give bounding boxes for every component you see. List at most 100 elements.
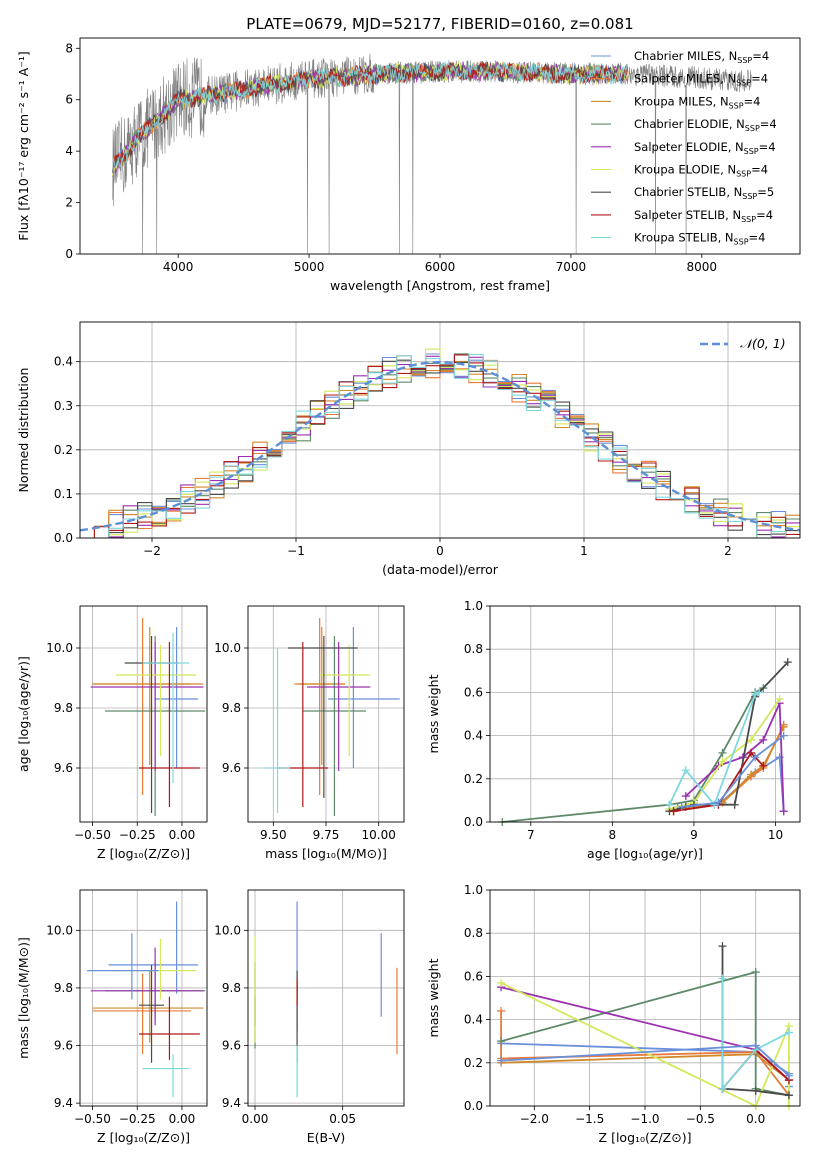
y-tick-label: 1.0 bbox=[464, 883, 483, 897]
y-tick-label: 0.0 bbox=[464, 1099, 483, 1113]
y-tick-label: 0.4 bbox=[464, 1013, 483, 1027]
y-tick-label: 9.6 bbox=[222, 1039, 241, 1053]
figure-title: PLATE=0679, MJD=52177, FIBERID=0160, z=0… bbox=[246, 15, 633, 33]
weight-marker bbox=[497, 1037, 506, 1046]
y-tick-label: 8 bbox=[65, 41, 73, 55]
weight-marker bbox=[730, 800, 739, 809]
y-tick-label: 0.0 bbox=[464, 815, 483, 829]
axes-frame bbox=[489, 889, 801, 1107]
weight-marker bbox=[669, 807, 678, 816]
legend-label: Chabrier STELIB, NSSP=5 bbox=[634, 185, 774, 201]
x-tick-label: 7000 bbox=[556, 260, 587, 274]
weight-marker bbox=[497, 1006, 506, 1015]
y-axis-label: age [log₁₀(age/yr)] bbox=[16, 656, 31, 772]
y-axis-label: mass [log₁₀(M/M⊙)] bbox=[16, 937, 31, 1059]
weight-marker bbox=[677, 802, 686, 811]
residuals-panel: −2 −1 0 1 2 0.0 0.1 0.2 0.3 0.4 (data-model)/error… bbox=[16, 321, 801, 577]
weight-marker bbox=[751, 753, 760, 762]
y-tick-label: 9.4 bbox=[54, 1096, 73, 1110]
y-tick-label: 10.0 bbox=[46, 641, 73, 655]
legend-label: 𝒩(0, 1) bbox=[740, 336, 786, 351]
legend-label: Kroupa STELIB, NSSP=4 bbox=[634, 231, 765, 247]
mass-vs-metallicity-panel: −0.50 −0.25 0.00 9.4 9.6 9.8 10.0 Z [log₁₀(Z/Z⊙… bbox=[16, 889, 208, 1145]
x-tick-label: 7 bbox=[527, 828, 535, 842]
legend-label: Salpeter ELODIE, NSSP=4 bbox=[634, 140, 776, 156]
weight-marker bbox=[718, 748, 727, 757]
x-tick-label: −0.50 bbox=[74, 828, 111, 842]
mass-weight-vs-metallicity-panel: −2.0 −1.5 −1.0 −0.5 0.0 0.0 0.2 0.4 0.6 0.8 1.0 Z [… bbox=[426, 883, 801, 1145]
y-axis-label: mass weight bbox=[426, 674, 441, 753]
weight-marker bbox=[759, 761, 768, 770]
y-tick-label: 0.1 bbox=[54, 487, 73, 501]
errorbars bbox=[254, 901, 398, 1098]
y-tick-label: 9.8 bbox=[222, 981, 241, 995]
age-vs-mass-panel: 9.50 9.75 10.00 9.6 9.8 10.0 mass [log₁₀(M/M⊙)… bbox=[214, 605, 405, 861]
weight-marker bbox=[779, 731, 788, 740]
axes-frame bbox=[247, 889, 405, 1107]
weight-marker bbox=[718, 757, 727, 766]
mass-weight-vs-age-panel: 7 8 9 10 0.0 0.2 0.4 0.6 0.8 1.0 age [log₁₀(age/yr… bbox=[426, 599, 801, 861]
weight-marker bbox=[681, 792, 690, 801]
y-tick-label: 0.2 bbox=[54, 443, 73, 457]
weight-marker bbox=[783, 658, 792, 667]
legend-label: Kroupa MILES, NSSP=4 bbox=[634, 94, 760, 110]
weight-marker bbox=[751, 1041, 760, 1050]
x-axis-label: Z [log₁₀(Z/Z⊙)] bbox=[599, 1130, 692, 1145]
y-tick-label: 4 bbox=[65, 144, 73, 158]
x-tick-label: −2.0 bbox=[520, 1112, 549, 1126]
x-tick-label: −0.50 bbox=[74, 1112, 111, 1126]
x-axis-label: E(B-V) bbox=[307, 1130, 346, 1145]
weight-line bbox=[673, 751, 764, 813]
y-tick-label: 0.6 bbox=[464, 685, 483, 699]
x-tick-label: 10 bbox=[768, 828, 783, 842]
y-tick-label: 0.8 bbox=[464, 926, 483, 940]
axes-frame bbox=[79, 37, 801, 255]
errorbars bbox=[264, 618, 400, 816]
x-tick-label: 9 bbox=[690, 828, 698, 842]
weight-marker bbox=[775, 694, 784, 703]
x-tick-label: −0.25 bbox=[119, 828, 156, 842]
y-tick-label: 9.6 bbox=[54, 761, 73, 775]
axes-frame bbox=[79, 889, 208, 1107]
weight-line bbox=[500, 970, 790, 1097]
y-tick-label: 1.0 bbox=[464, 599, 483, 613]
x-tick-label: 4000 bbox=[163, 260, 194, 274]
weight-marker bbox=[497, 1056, 506, 1065]
legend-label: Chabrier ELODIE, NSSP=4 bbox=[634, 117, 777, 133]
x-tick-label: 10.00 bbox=[362, 828, 396, 842]
weight-marker bbox=[747, 735, 756, 744]
x-tick-label: 5000 bbox=[294, 260, 325, 274]
gaussian-curve bbox=[80, 360, 800, 532]
y-tick-label: 9.6 bbox=[222, 761, 241, 775]
x-tick-label: −0.5 bbox=[686, 1112, 715, 1126]
y-tick-label: 9.6 bbox=[54, 1039, 73, 1053]
x-tick-label: 1 bbox=[580, 544, 588, 558]
axes-frame bbox=[489, 605, 801, 823]
weight-marker bbox=[681, 766, 690, 775]
y-tick-label: 9.8 bbox=[54, 981, 73, 995]
y-tick-label: 0.2 bbox=[464, 772, 483, 786]
x-axis-label: mass [log₁₀(M/M⊙)] bbox=[265, 846, 387, 861]
weight-line bbox=[721, 978, 790, 1092]
x-axis-label: Z [log₁₀(Z/Z⊙)] bbox=[97, 1130, 190, 1145]
weight-marker bbox=[747, 770, 756, 779]
weight-line bbox=[502, 687, 764, 823]
y-tick-label: 10.0 bbox=[46, 923, 73, 937]
mass-vs-ebv-panel: 0.00 0.05 9.4 9.6 9.8 10.0 E(B-V) bbox=[214, 889, 405, 1145]
y-tick-label: 0 bbox=[65, 247, 73, 261]
y-tick-label: 6 bbox=[65, 93, 73, 107]
x-tick-label: −2 bbox=[143, 544, 161, 558]
weight-marker bbox=[779, 807, 788, 816]
x-tick-label: 6000 bbox=[425, 260, 456, 274]
y-tick-label: 9.8 bbox=[54, 701, 73, 715]
axes-frame bbox=[79, 321, 801, 539]
weight-marker bbox=[784, 1091, 793, 1100]
residual-histogram bbox=[80, 353, 800, 538]
y-tick-label: 2 bbox=[65, 196, 73, 210]
x-tick-label: 0.00 bbox=[169, 828, 196, 842]
x-tick-label: 2 bbox=[724, 544, 732, 558]
y-tick-label: 10.0 bbox=[214, 641, 241, 655]
y-axis-label: mass weight bbox=[426, 958, 441, 1037]
errorbars bbox=[90, 618, 206, 816]
axes-frame bbox=[79, 605, 208, 823]
